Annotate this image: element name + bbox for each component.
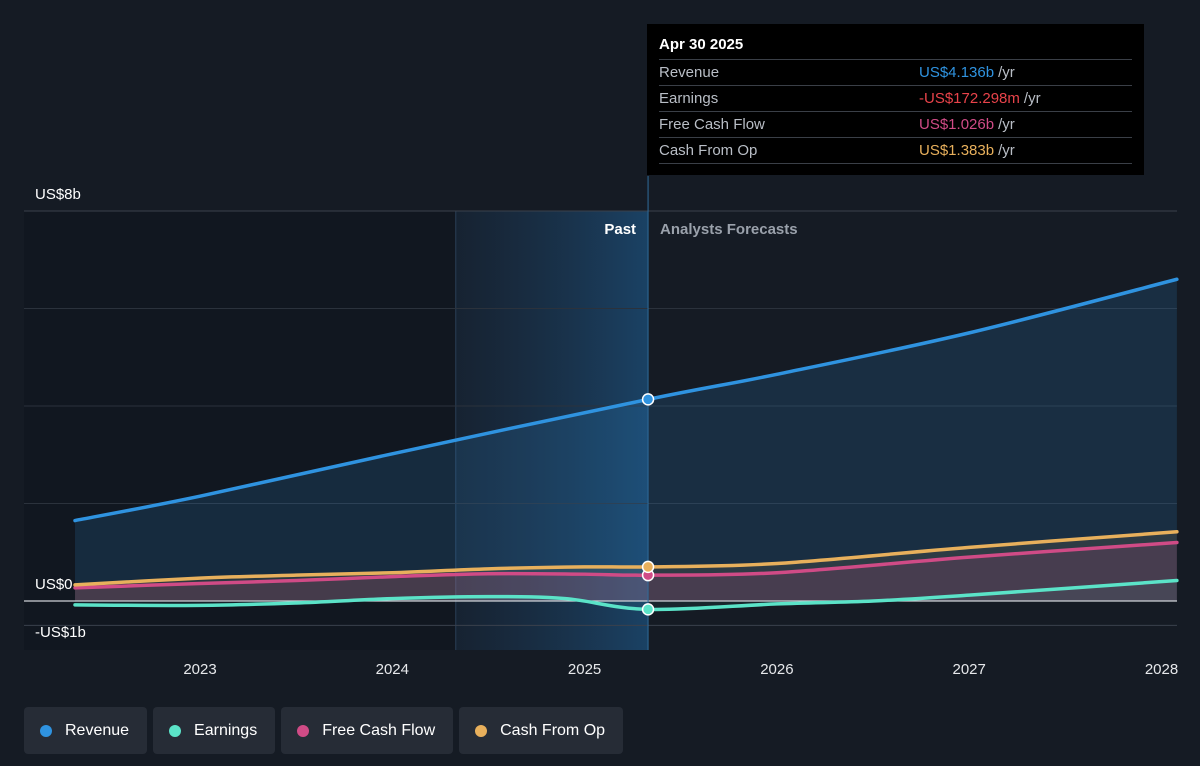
tooltip-label: Free Cash Flow [659, 116, 765, 133]
area-revenue [75, 279, 1177, 601]
tooltip-unit: /yr [998, 142, 1015, 159]
legend: Revenue Earnings Free Cash Flow Cash Fro… [24, 707, 624, 754]
legend-label: Cash From Op [500, 721, 606, 739]
past-label: Past [604, 221, 636, 238]
area-free-cash-flow [75, 542, 1177, 601]
legend-dot-icon [297, 724, 310, 737]
legend-dot-icon [169, 724, 182, 737]
tooltip-row-cfo: Cash From Op US$1.383b /yr [659, 137, 1132, 164]
tooltip-unit: /yr [998, 64, 1015, 81]
tooltip-value: US$4.136b [919, 64, 995, 81]
legend-item-earnings[interactable]: Earnings [153, 707, 276, 754]
tooltip: Apr 30 2025 Revenue US$4.136b /yr Earnin… [647, 24, 1144, 175]
y-axis-label: US$8b [35, 186, 81, 203]
tooltip-unit: /yr [1023, 90, 1041, 107]
past-highlight-band [455, 211, 649, 650]
marker-cash-from-op [641, 560, 655, 574]
y-axis-label: US$0 [35, 576, 73, 593]
area-cash-from-op [75, 531, 1177, 601]
tooltip-value: US$1.383b [919, 142, 995, 159]
tooltip-value: US$1.026b [919, 116, 995, 133]
forecast-label: Analysts Forecasts [660, 221, 798, 238]
chart-area: US$8b US$0 -US$1b 2023 2024 2025 2026 2027 2028 P… [24, 176, 1179, 678]
tooltip-label: Revenue [659, 64, 720, 81]
tooltip-date: Apr 30 2025 [659, 36, 744, 53]
tooltip-label: Earnings [659, 90, 719, 107]
legend-dot-icon [475, 724, 488, 737]
legend-item-revenue[interactable]: Revenue [24, 707, 148, 754]
tooltip-row-revenue: Revenue US$4.136b /yr [659, 59, 1132, 85]
x-axis-tick-label: 2028 [1145, 661, 1178, 678]
legend-label: Free Cash Flow [322, 721, 436, 739]
tooltip-row-fcf: Free Cash Flow US$1.026b /yr [659, 111, 1132, 137]
tooltip-value: -US$172.298m [919, 90, 1020, 107]
x-axis-tick-label: 2026 [760, 661, 793, 678]
y-axis-label: -US$1b [35, 624, 86, 641]
chart-svg: US$8b US$0 -US$1b 2023 2024 2025 2026 2027 2028 P… [24, 176, 1179, 678]
legend-dot-icon [40, 724, 52, 737]
series-line-cash-from-op [73, 530, 1179, 587]
legend-item-cash-from-op[interactable]: Cash From Op [459, 707, 624, 754]
legend-label: Earnings [194, 721, 258, 739]
x-axis-tick-label: 2023 [183, 661, 216, 678]
tooltip-unit: /yr [998, 116, 1015, 133]
x-axis-tick-label: 2027 [953, 661, 986, 678]
legend-label: Revenue [65, 721, 130, 739]
x-axis-tick-label: 2025 [568, 661, 601, 678]
tooltip-label: Cash From Op [659, 142, 758, 159]
tooltip-row-earnings: Earnings -US$172.298m /yr [659, 85, 1132, 111]
legend-item-free-cash-flow[interactable]: Free Cash Flow [281, 707, 454, 754]
marker-revenue [641, 393, 655, 406]
area-earnings [75, 580, 1177, 610]
series-line-earnings [73, 578, 1179, 612]
x-axis-tick-label: 2024 [376, 661, 409, 678]
marker-earnings [641, 603, 655, 616]
series-line-free-cash-flow [73, 540, 1179, 590]
